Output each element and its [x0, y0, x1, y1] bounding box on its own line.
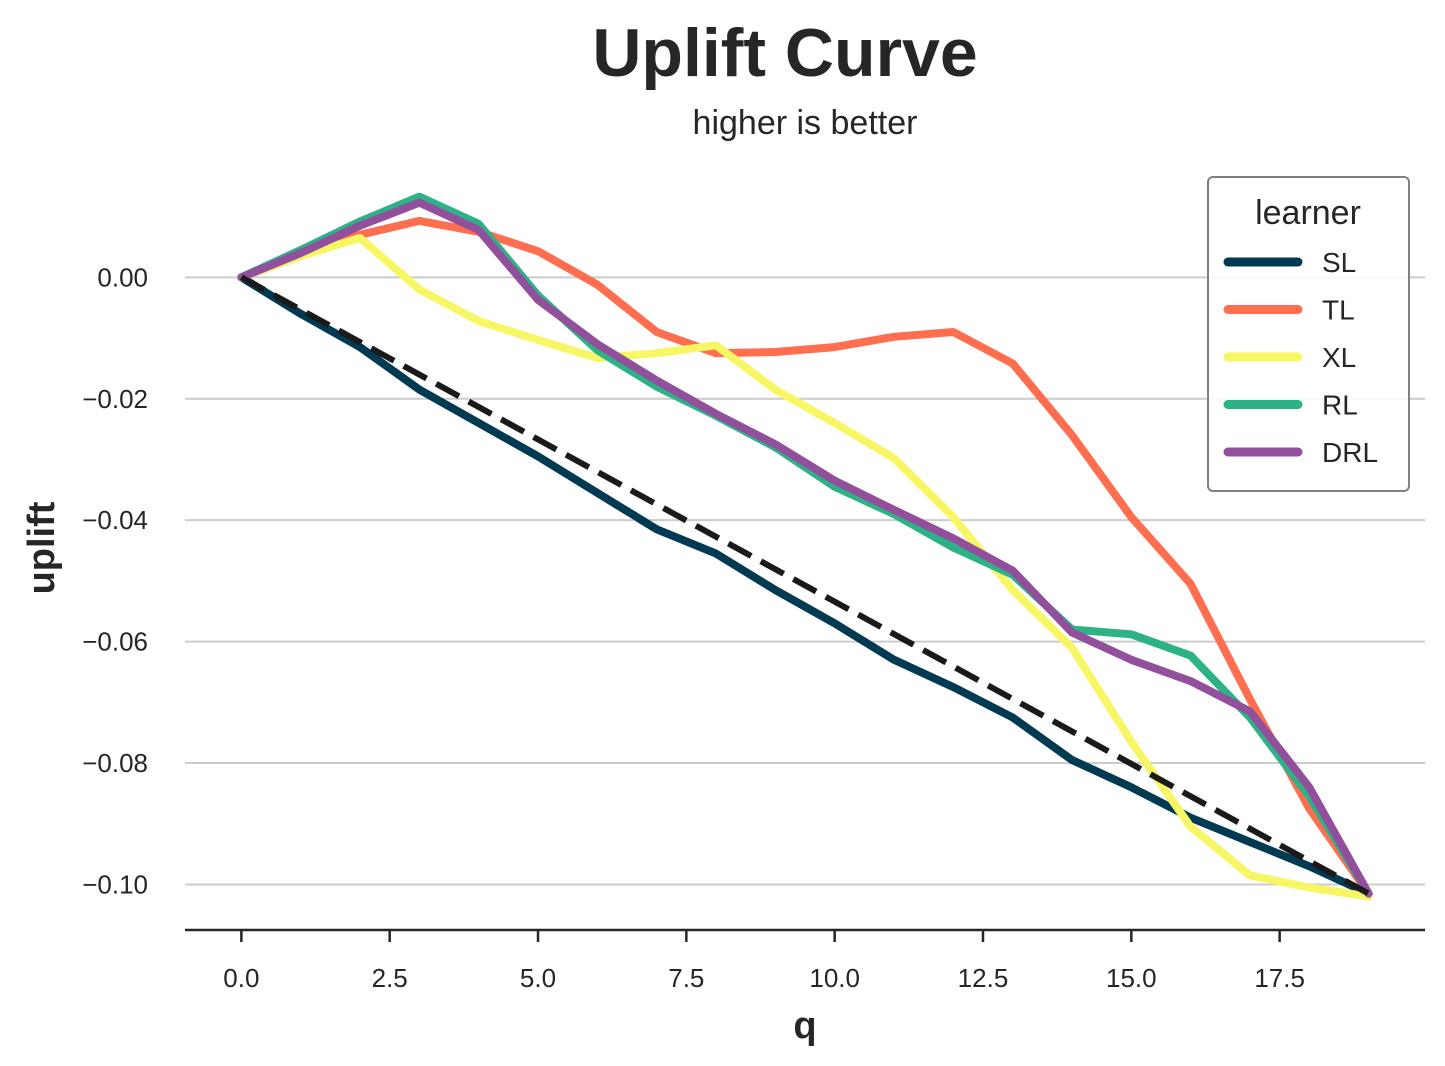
series-line-xl	[237, 233, 1373, 901]
series-lines	[237, 192, 1373, 901]
legend-label-drl: DRL	[1322, 437, 1378, 468]
legend-box	[1207, 176, 1410, 492]
legend-items: SL TL XL RL DRL	[1223, 247, 1378, 468]
y-tick-label: −0.10	[82, 869, 148, 899]
series-line-tl	[237, 216, 1373, 898]
legend-label-rl: RL	[1322, 390, 1358, 421]
legend-label-xl: XL	[1322, 342, 1356, 373]
x-tick-label: 15.0	[1106, 963, 1157, 993]
chart-title: Uplift Curve	[592, 15, 977, 91]
legend[interactable]: learner SL TL XL RL DRL	[1207, 176, 1410, 492]
legend-label-tl: TL	[1322, 295, 1355, 326]
x-axis-label: q	[793, 1005, 816, 1047]
x-tick-label: 17.5	[1254, 963, 1305, 993]
series-line-drl	[237, 198, 1373, 898]
x-tick-label: 12.5	[958, 963, 1009, 993]
y-axis-ticks: 0.00 −0.02 −0.04 −0.06 −0.08 −0.10	[82, 262, 148, 899]
x-tick-label: 0.0	[223, 963, 259, 993]
y-axis-label: uplift	[21, 501, 63, 594]
x-tick-label: 5.0	[520, 963, 556, 993]
random-baseline-line	[239, 274, 1371, 897]
y-tick-label: −0.06	[82, 627, 148, 657]
series-line-rl	[237, 192, 1373, 898]
y-tick-label: 0.00	[97, 262, 148, 292]
x-axis-ticks: 0.0 2.5 5.0 7.5 10.0 12.5 15.0 17.5	[223, 930, 1305, 993]
legend-title: learner	[1255, 194, 1361, 232]
y-tick-label: −0.02	[82, 384, 148, 414]
x-tick-label: 2.5	[372, 963, 408, 993]
y-tick-label: −0.08	[82, 748, 148, 778]
legend-label-sl: SL	[1322, 247, 1356, 278]
x-tick-label: 7.5	[668, 963, 704, 993]
y-tick-label: −0.04	[82, 505, 148, 535]
chart-subtitle: higher is better	[693, 104, 918, 142]
x-tick-label: 10.0	[809, 963, 860, 993]
